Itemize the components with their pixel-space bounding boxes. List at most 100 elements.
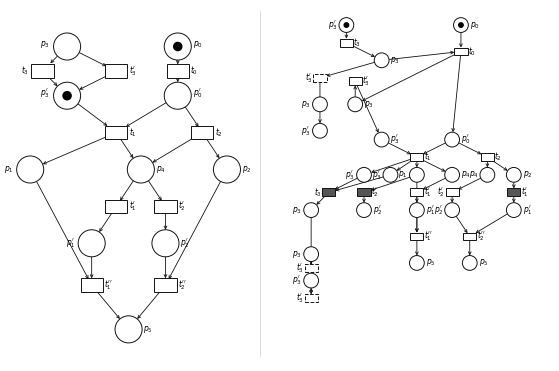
Circle shape <box>164 33 191 60</box>
Text: $p_3'$: $p_3'$ <box>292 274 302 287</box>
Circle shape <box>214 156 240 183</box>
Bar <box>191 126 214 139</box>
Circle shape <box>410 256 424 270</box>
Text: $t_2$: $t_2$ <box>215 127 222 139</box>
Circle shape <box>17 156 44 183</box>
Text: $p_3'$: $p_3'$ <box>390 133 400 146</box>
Bar <box>410 153 424 161</box>
Bar <box>357 188 371 196</box>
Circle shape <box>506 167 521 182</box>
Text: $p_4$: $p_4$ <box>155 164 165 175</box>
Bar <box>454 47 467 55</box>
Bar <box>322 188 335 196</box>
Circle shape <box>312 124 328 138</box>
Circle shape <box>78 230 105 257</box>
Text: $p_0$: $p_0$ <box>470 20 480 30</box>
Text: $p_1$: $p_1$ <box>399 169 408 180</box>
Circle shape <box>410 167 424 182</box>
Text: $t_2'$: $t_2'$ <box>437 186 445 199</box>
Bar <box>305 264 318 272</box>
Bar <box>105 64 127 78</box>
Circle shape <box>506 203 521 217</box>
Text: $t_1'$: $t_1'$ <box>129 200 136 213</box>
Bar <box>314 74 326 82</box>
Text: $t_3'$: $t_3'$ <box>129 64 136 78</box>
Text: $p_1'$: $p_1'$ <box>426 203 435 217</box>
Text: $p_2'$: $p_2'$ <box>180 237 190 250</box>
Circle shape <box>339 18 354 32</box>
Circle shape <box>445 203 459 217</box>
Circle shape <box>383 167 398 182</box>
Bar <box>31 64 54 78</box>
Text: $t_3'$: $t_3'$ <box>305 71 313 85</box>
Text: $p_1'$: $p_1'$ <box>523 203 532 217</box>
Bar <box>463 233 476 240</box>
Text: $t_3'$: $t_3'$ <box>296 292 304 305</box>
Circle shape <box>445 167 459 182</box>
Circle shape <box>462 256 477 270</box>
Circle shape <box>164 82 191 109</box>
Text: $p_0'$: $p_0'$ <box>192 86 202 100</box>
Circle shape <box>374 132 389 147</box>
Text: $p_4$: $p_4$ <box>461 169 471 180</box>
Bar <box>167 64 189 78</box>
Text: $t_3'$: $t_3'$ <box>296 262 304 275</box>
Text: $t_3$: $t_3$ <box>21 65 29 78</box>
Text: $p_3$: $p_3$ <box>301 99 311 110</box>
Circle shape <box>312 97 328 112</box>
Text: $t_1'$: $t_1'$ <box>424 186 432 199</box>
Text: $p_3$: $p_3$ <box>292 204 302 216</box>
Bar <box>80 278 103 292</box>
Bar <box>481 153 494 161</box>
Text: $p_3'$: $p_3'$ <box>328 18 338 32</box>
Circle shape <box>357 167 371 182</box>
Text: $p_0$: $p_0$ <box>192 39 202 50</box>
Bar <box>410 233 424 240</box>
Text: $t_0$: $t_0$ <box>190 65 198 78</box>
Circle shape <box>174 42 182 50</box>
Bar <box>105 200 127 213</box>
Text: $t_2'$: $t_2'$ <box>178 200 186 213</box>
Text: $p_3$: $p_3$ <box>390 55 400 66</box>
Text: $t_3'$: $t_3'$ <box>362 75 370 88</box>
Circle shape <box>54 33 80 60</box>
Circle shape <box>445 132 459 147</box>
Text: $t_1'$: $t_1'$ <box>521 186 529 199</box>
Text: $p_3'$: $p_3'$ <box>345 168 355 181</box>
Text: $p_3'$: $p_3'$ <box>301 124 311 138</box>
Circle shape <box>115 316 142 343</box>
Text: $p_5$: $p_5$ <box>426 257 435 269</box>
Text: $p_2'$: $p_2'$ <box>373 203 382 217</box>
Circle shape <box>304 203 319 217</box>
Text: $t_2$: $t_2$ <box>494 151 503 164</box>
Text: $t_1''$: $t_1''$ <box>424 230 433 243</box>
Text: $p_5$: $p_5$ <box>143 324 153 335</box>
Circle shape <box>54 82 80 109</box>
Circle shape <box>348 97 363 112</box>
Text: $p_3$: $p_3$ <box>364 99 374 110</box>
Bar <box>410 188 424 196</box>
Text: $p_2'$: $p_2'$ <box>434 203 443 217</box>
Circle shape <box>152 230 179 257</box>
Text: $p_0'$: $p_0'$ <box>461 133 471 146</box>
Text: $t_2'$: $t_2'$ <box>371 186 379 199</box>
Circle shape <box>127 156 154 183</box>
Text: $p_1'$: $p_1'$ <box>66 237 75 250</box>
Circle shape <box>63 92 71 100</box>
Text: $p_3$: $p_3$ <box>40 39 50 50</box>
Text: $p_4$: $p_4$ <box>468 169 479 180</box>
Circle shape <box>453 18 468 32</box>
Bar <box>349 78 362 85</box>
Bar <box>154 200 177 213</box>
Bar <box>154 278 177 292</box>
Circle shape <box>410 203 424 217</box>
Circle shape <box>357 203 371 217</box>
Circle shape <box>459 23 463 27</box>
Text: $p_3'$: $p_3'$ <box>40 86 50 100</box>
Circle shape <box>480 167 495 182</box>
Bar <box>507 188 520 196</box>
Text: $t_2''$: $t_2''$ <box>178 278 186 292</box>
Bar <box>446 188 459 196</box>
Bar <box>105 126 127 139</box>
Circle shape <box>374 53 389 68</box>
